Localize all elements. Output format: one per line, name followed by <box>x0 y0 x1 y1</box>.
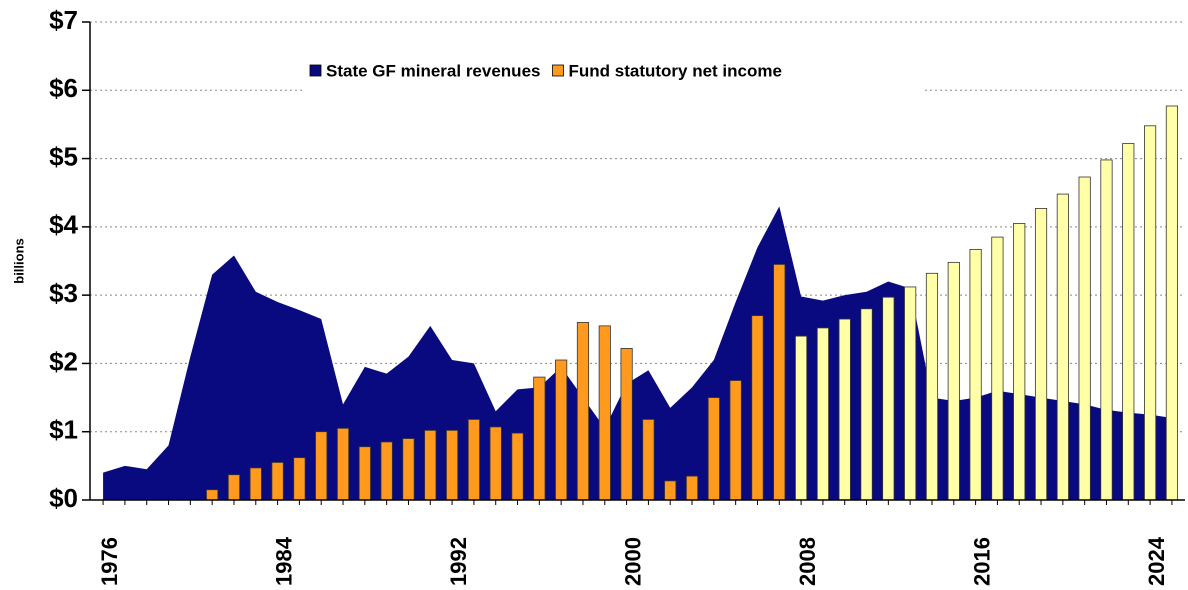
y-tick-label: $7 <box>49 5 78 35</box>
bar <box>904 286 917 501</box>
bar <box>315 431 328 501</box>
bar <box>380 441 393 501</box>
x-tick-label: 2008 <box>795 537 820 586</box>
bar <box>336 427 350 501</box>
bar <box>947 261 960 501</box>
legend-label: Fund statutory net income <box>568 61 781 80</box>
bar <box>1165 105 1178 501</box>
y-tick-label: $0 <box>49 483 78 513</box>
bar <box>664 480 677 501</box>
legend-swatch <box>309 64 322 77</box>
bar <box>838 318 851 501</box>
bar <box>1013 223 1026 501</box>
y-axis-label: billions <box>11 238 26 284</box>
y-tick-label: $5 <box>49 141 78 171</box>
bar <box>969 248 982 501</box>
bar <box>685 475 699 501</box>
bar <box>424 429 437 501</box>
y-tick-label: $1 <box>49 415 78 445</box>
bar <box>489 426 502 501</box>
y-tick-label: $4 <box>49 210 78 240</box>
legend: State GF mineral revenues Fund statutory … <box>302 56 924 92</box>
bar <box>795 335 808 501</box>
x-tick-label: 1992 <box>446 537 471 586</box>
bar <box>816 327 829 501</box>
bar <box>358 446 371 501</box>
bar <box>1100 159 1113 501</box>
y-tick-label: $3 <box>49 278 78 308</box>
bar <box>1078 176 1091 501</box>
area <box>103 206 1172 500</box>
bar <box>751 315 764 501</box>
bar <box>555 359 568 501</box>
bar <box>925 272 939 501</box>
bar <box>206 489 219 501</box>
bar <box>576 322 590 501</box>
bar <box>773 264 786 501</box>
bar <box>446 429 459 501</box>
bar <box>271 462 284 501</box>
bar <box>598 325 611 501</box>
bar <box>882 296 895 501</box>
bar <box>293 457 306 501</box>
bar <box>511 432 524 501</box>
x-tick-label: 2024 <box>1144 536 1169 586</box>
bar <box>707 397 720 501</box>
x-tick-label: 2016 <box>969 537 994 586</box>
bar <box>642 419 655 501</box>
x-tick-label: 1976 <box>97 537 122 586</box>
legend-label: State GF mineral revenues <box>326 61 540 80</box>
bar <box>860 308 873 501</box>
bar <box>402 438 415 501</box>
bar <box>991 236 1004 501</box>
bar <box>1034 208 1048 501</box>
legend-box <box>302 56 924 92</box>
bar <box>1056 193 1069 501</box>
bar <box>227 474 241 501</box>
bar <box>1122 143 1135 501</box>
bar <box>249 467 262 501</box>
bar <box>729 380 742 501</box>
y-tick-label: $2 <box>49 346 78 376</box>
y-tick-label: $6 <box>49 73 78 103</box>
legend-swatch <box>552 64 564 77</box>
x-tick-label: 2000 <box>620 537 645 586</box>
x-tick-label: 1984 <box>271 536 296 586</box>
bar <box>533 376 546 501</box>
bar <box>467 419 480 501</box>
bar <box>1144 125 1157 501</box>
bar <box>620 348 633 501</box>
